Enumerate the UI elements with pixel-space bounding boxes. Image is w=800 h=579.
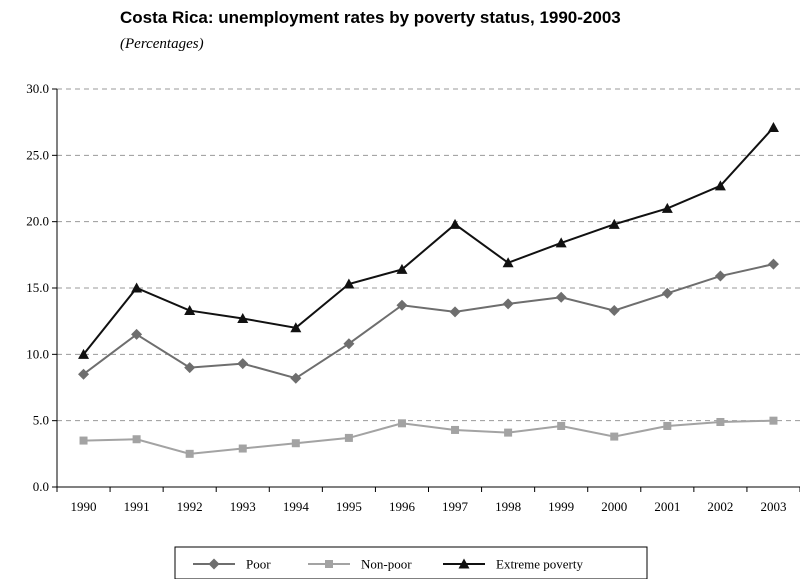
chart-subtitle: (Percentages) <box>120 36 204 52</box>
data-point-extreme-poverty <box>343 278 355 289</box>
data-point-poor <box>449 306 461 318</box>
x-tick-label: 1993 <box>230 499 256 514</box>
x-tick-label: 1995 <box>336 499 362 514</box>
data-point-poor <box>555 291 567 303</box>
series-group <box>78 121 779 458</box>
data-point-poor <box>714 270 726 282</box>
y-tick-label: 10.0 <box>26 346 49 361</box>
y-tick-label: 15.0 <box>26 280 49 295</box>
data-point-non-poor <box>610 432 619 441</box>
data-point-non-poor <box>663 421 672 430</box>
legend-box <box>174 546 648 579</box>
x-tick-label: 1990 <box>71 499 97 514</box>
data-point-poor <box>661 287 673 299</box>
x-tick-label: 2000 <box>601 499 627 514</box>
y-tick-label: 20.0 <box>26 214 49 229</box>
data-point-non-poor <box>504 428 513 437</box>
series-non-poor <box>79 416 778 458</box>
data-point-poor <box>184 362 196 374</box>
y-tick-label: 25.0 <box>26 147 49 162</box>
x-tick-label: 1996 <box>389 499 416 514</box>
series-extreme-poverty <box>78 121 779 359</box>
data-point-poor <box>343 338 355 350</box>
series-line-non-poor <box>83 419 774 455</box>
legend-item-poor: Poor <box>193 557 271 572</box>
x-tick-label: 2003 <box>760 499 786 514</box>
axes <box>52 88 800 492</box>
y-tick-label: 0.0 <box>33 479 49 494</box>
legend-marker <box>458 558 470 569</box>
data-point-non-poor <box>185 449 194 458</box>
gridlines <box>57 88 800 422</box>
data-point-extreme-poverty <box>184 305 196 316</box>
data-point-extreme-poverty <box>78 348 90 359</box>
data-point-poor <box>767 258 779 270</box>
data-point-non-poor <box>769 416 778 425</box>
series-line-poor <box>82 263 774 380</box>
data-point-poor <box>237 358 249 370</box>
legend-label: Non-poor <box>361 557 412 572</box>
x-tick-label: 1999 <box>548 499 574 514</box>
series-line-extreme-poverty <box>82 126 775 355</box>
data-point-non-poor <box>132 435 141 444</box>
data-point-extreme-poverty <box>661 202 673 213</box>
data-point-extreme-poverty <box>767 121 779 132</box>
data-point-extreme-poverty <box>608 218 620 229</box>
x-axis-ticks: 1990 1991 1992 1993 1994 1995 1996 1997 1998 1999… <box>71 499 787 514</box>
series-poor <box>78 258 779 384</box>
data-point-non-poor <box>291 439 300 448</box>
x-tick-label: 1997 <box>442 499 469 514</box>
data-point-poor <box>290 372 302 384</box>
data-point-extreme-poverty <box>449 218 461 229</box>
data-point-non-poor <box>79 436 88 445</box>
data-point-non-poor <box>344 433 353 442</box>
x-tick-label: 2002 <box>707 499 733 514</box>
x-tick-label: 1998 <box>495 499 521 514</box>
x-tick-label: 1994 <box>283 499 310 514</box>
data-point-extreme-poverty <box>290 322 302 333</box>
data-point-extreme-poverty <box>502 257 514 268</box>
data-point-non-poor <box>238 444 247 453</box>
legend-item-extreme-poverty: Extreme poverty <box>443 557 583 572</box>
legend-label: Extreme poverty <box>496 557 583 572</box>
data-point-poor <box>131 328 143 340</box>
data-point-extreme-poverty <box>396 263 408 274</box>
x-tick-label: 2001 <box>654 499 680 514</box>
data-point-extreme-poverty <box>237 313 249 324</box>
y-axis-ticks: 0.0 5.0 10.0 15.0 20.0 25.0 30.0 <box>26 81 49 494</box>
legend-item-non-poor: Non-poor <box>308 557 412 572</box>
legend-label: Poor <box>246 557 271 572</box>
data-point-poor <box>396 299 408 311</box>
legend: Poor Non-poor Extreme poverty <box>174 546 648 579</box>
data-point-poor <box>78 368 90 380</box>
data-point-poor <box>608 305 620 317</box>
data-point-non-poor <box>397 419 406 428</box>
y-tick-label: 5.0 <box>33 413 49 428</box>
data-point-extreme-poverty <box>714 180 726 191</box>
data-point-extreme-poverty <box>555 237 567 248</box>
data-point-non-poor <box>451 425 460 434</box>
legend-marker <box>208 558 220 570</box>
data-point-non-poor <box>716 417 725 426</box>
legend-marker <box>325 560 333 568</box>
data-point-extreme-poverty <box>131 282 143 293</box>
chart-title: Costa Rica: unemployment rates by povert… <box>120 8 621 27</box>
x-tick-label: 1992 <box>177 499 203 514</box>
data-point-poor <box>502 298 514 310</box>
y-tick-label: 30.0 <box>26 81 49 96</box>
x-tick-label: 1991 <box>124 499 150 514</box>
data-point-non-poor <box>557 421 566 430</box>
